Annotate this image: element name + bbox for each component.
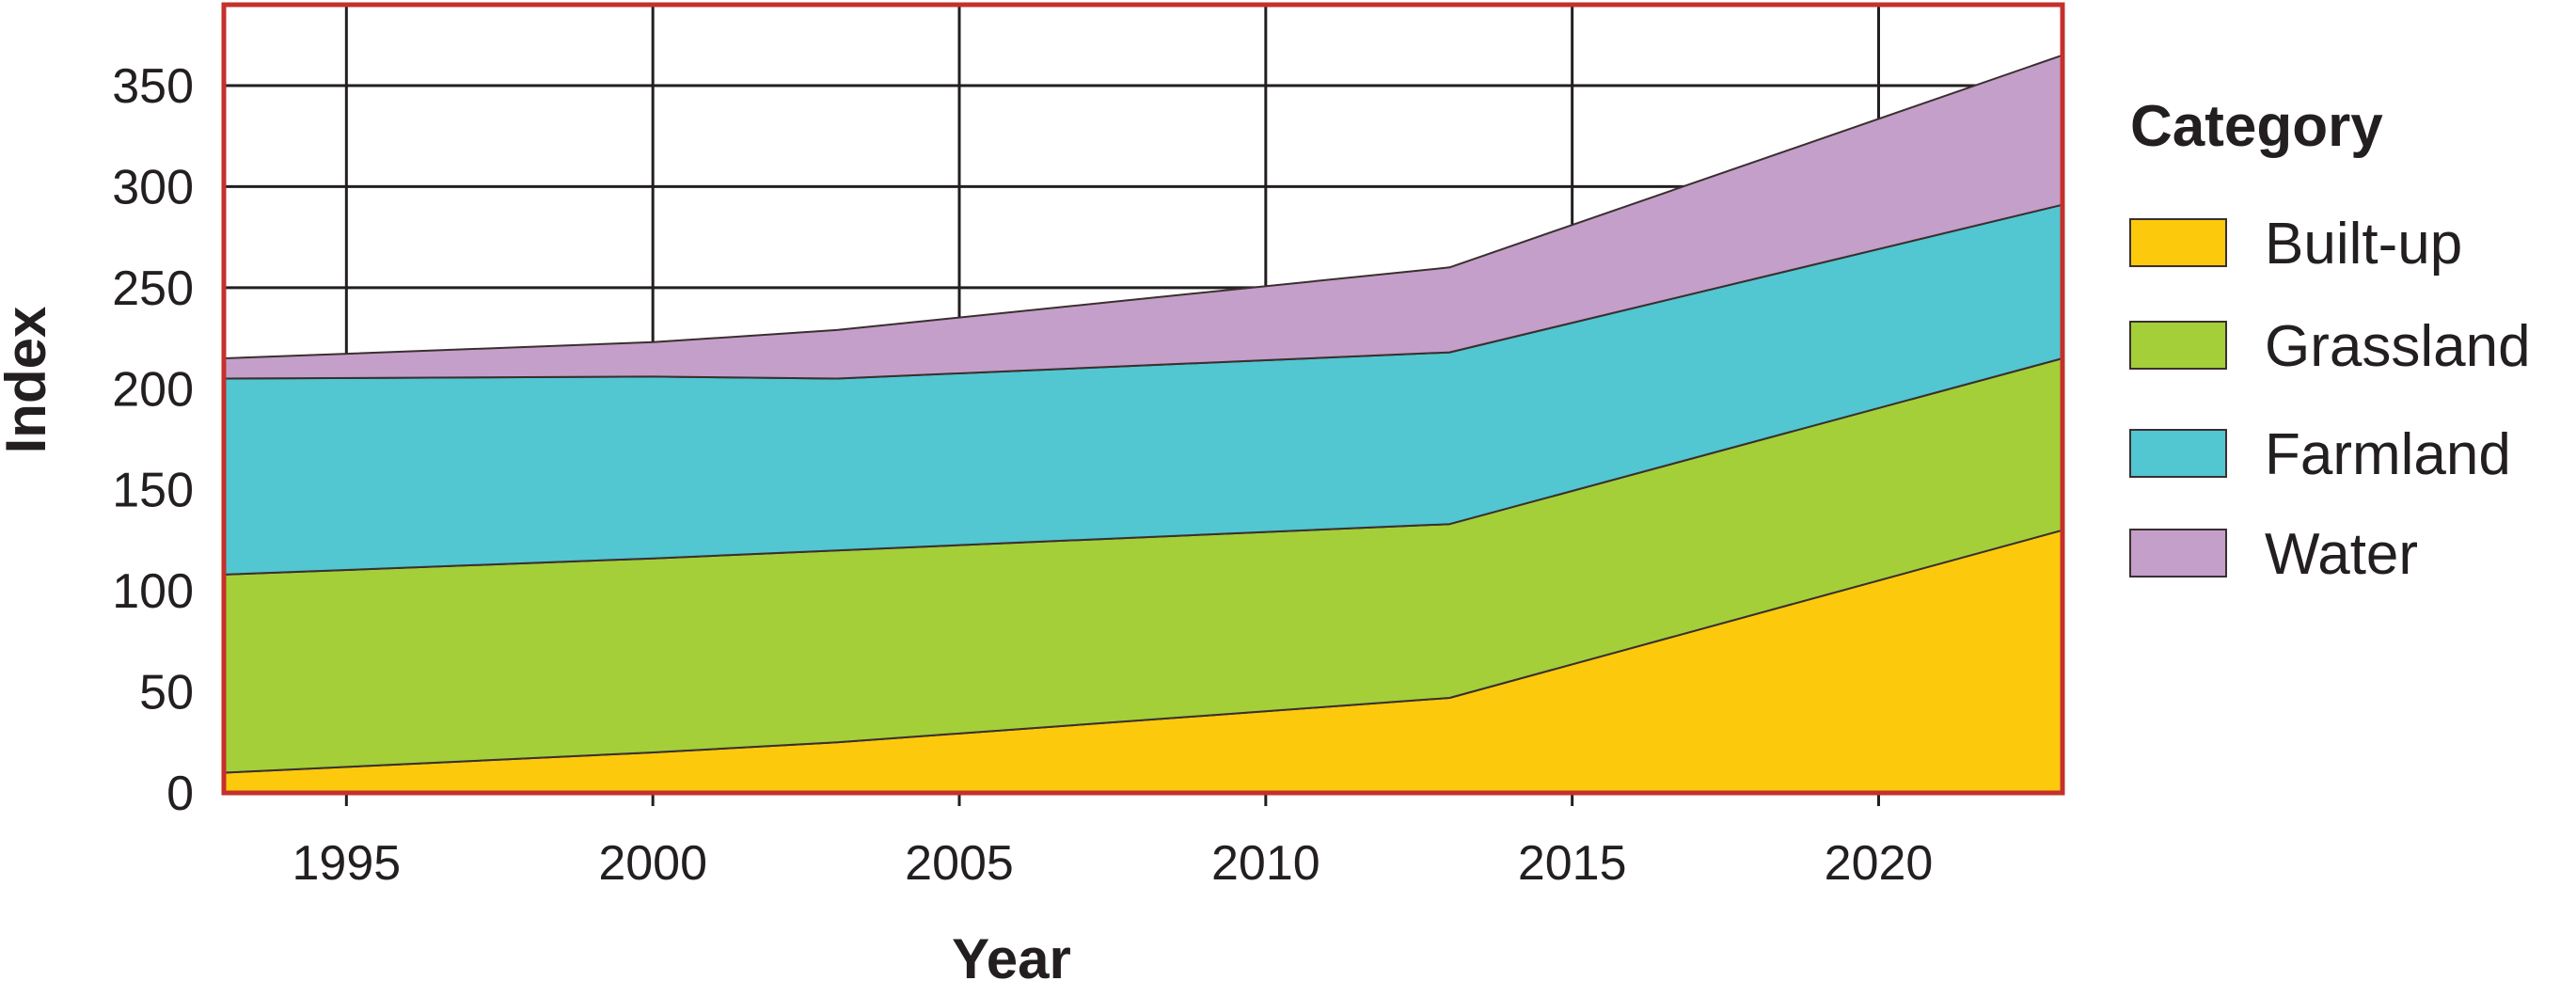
- x-tick-label: 2000: [598, 836, 707, 891]
- x-tick-label: 2010: [1211, 836, 1320, 891]
- legend: Category Built-up Grassland Farmland Water: [2129, 94, 2531, 587]
- y-tick-label: 100: [112, 564, 194, 619]
- y-tick-label: 150: [112, 464, 194, 518]
- y-tick-label: 350: [112, 59, 194, 114]
- stacked-areas: [223, 54, 2063, 794]
- legend-label: Farmland: [2265, 422, 2511, 487]
- y-tick-labels: 0 50 100 150 200 250 300 350: [112, 59, 194, 821]
- legend-label: Grassland: [2265, 314, 2531, 379]
- y-tick-label: 0: [166, 767, 194, 821]
- x-tick-label: 2005: [905, 836, 1014, 891]
- legend-swatch: [2129, 529, 2227, 578]
- legend-swatch: [2129, 218, 2227, 267]
- legend-title: Category: [2130, 94, 2383, 159]
- legend-label: Water: [2265, 522, 2418, 587]
- y-tick-label: 200: [112, 362, 194, 417]
- x-axis-title: Year: [952, 927, 1071, 981]
- legend-label: Built-up: [2265, 212, 2462, 277]
- x-tick-label: 2015: [1518, 836, 1627, 891]
- x-tick-label: 1995: [292, 836, 401, 891]
- y-tick-label: 300: [112, 160, 194, 214]
- plot-frame: [221, 2, 2065, 796]
- x-tick-label: 2020: [1825, 836, 1934, 891]
- x-tick-labels: 1995 2000 2005 2010 2015 2020: [292, 836, 1933, 891]
- legend-swatch: [2129, 429, 2227, 478]
- y-tick-label: 250: [112, 261, 194, 316]
- y-tick-label: 50: [139, 666, 194, 720]
- legend-swatch: [2129, 321, 2227, 370]
- y-axis-title: Index: [0, 307, 57, 454]
